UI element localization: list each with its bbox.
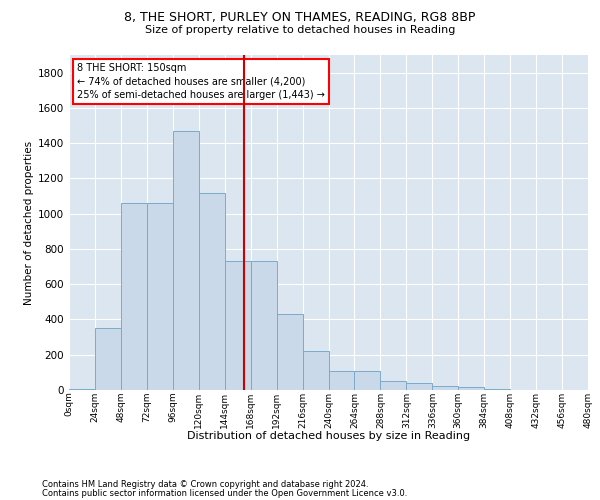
Bar (433, 386, 458, 390)
Bar (277, 314, 302, 390)
Bar (121, 203, 147, 390)
Bar (199, 192, 224, 390)
Bar (355, 372, 380, 390)
Bar (302, 351, 329, 390)
Text: Contains public sector information licensed under the Open Government Licence v3: Contains public sector information licen… (42, 489, 407, 498)
Bar (406, 383, 432, 390)
Y-axis label: Number of detached properties: Number of detached properties (24, 140, 34, 304)
Bar (69, 389, 95, 390)
Text: Contains HM Land Registry data © Crown copyright and database right 2024.: Contains HM Land Registry data © Crown c… (42, 480, 368, 489)
Bar (380, 381, 406, 390)
X-axis label: Distribution of detached houses by size in Reading: Distribution of detached houses by size … (187, 430, 470, 440)
Text: 8, THE SHORT, PURLEY ON THAMES, READING, RG8 8BP: 8, THE SHORT, PURLEY ON THAMES, READING,… (124, 11, 476, 24)
Bar (484, 389, 510, 390)
Text: 8 THE SHORT: 150sqm
← 74% of detached houses are smaller (4,200)
25% of semi-det: 8 THE SHORT: 150sqm ← 74% of detached ho… (77, 64, 325, 100)
Bar (458, 388, 484, 390)
Text: Size of property relative to detached houses in Reading: Size of property relative to detached ho… (145, 25, 455, 35)
Bar (173, 131, 199, 390)
Bar (147, 203, 173, 390)
Bar (251, 262, 277, 390)
Bar (95, 328, 121, 390)
Bar (225, 262, 251, 390)
Bar (329, 372, 355, 390)
